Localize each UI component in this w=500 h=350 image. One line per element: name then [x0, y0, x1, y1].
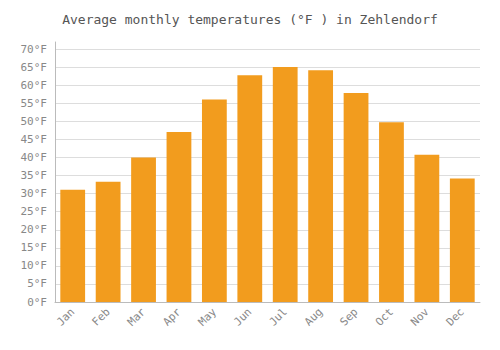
svg-text:Jun: Jun [231, 305, 254, 328]
svg-text:40°F: 40°F [21, 151, 48, 164]
svg-text:Oct: Oct [373, 305, 396, 328]
svg-text:60°F: 60°F [21, 79, 48, 92]
svg-text:Jan: Jan [54, 305, 77, 328]
svg-text:10°F: 10°F [21, 259, 48, 272]
svg-text:45°F: 45°F [21, 133, 48, 146]
svg-text:30°F: 30°F [21, 187, 48, 200]
svg-text:5°F: 5°F [27, 277, 47, 290]
svg-text:Aug: Aug [302, 305, 325, 328]
svg-text:35°F: 35°F [21, 169, 48, 182]
svg-text:20°F: 20°F [21, 223, 48, 236]
svg-text:May: May [196, 305, 219, 328]
svg-text:70°F: 70°F [21, 43, 48, 56]
svg-text:Apr: Apr [160, 305, 183, 328]
svg-text:Feb: Feb [89, 305, 112, 328]
svg-text:Jul: Jul [267, 305, 290, 328]
svg-text:15°F: 15°F [21, 241, 48, 254]
svg-text:Average monthly temperatures (: Average monthly temperatures (°F ) in Ze… [62, 12, 438, 27]
svg-text:Sep: Sep [337, 305, 360, 328]
svg-text:0°F: 0°F [27, 296, 47, 309]
svg-text:Dec: Dec [444, 305, 467, 328]
svg-text:Nov: Nov [408, 305, 431, 328]
svg-text:50°F: 50°F [21, 115, 48, 128]
svg-text:65°F: 65°F [21, 61, 48, 74]
svg-text:25°F: 25°F [21, 205, 48, 218]
svg-text:55°F: 55°F [21, 97, 48, 110]
svg-text:Mar: Mar [125, 305, 148, 328]
